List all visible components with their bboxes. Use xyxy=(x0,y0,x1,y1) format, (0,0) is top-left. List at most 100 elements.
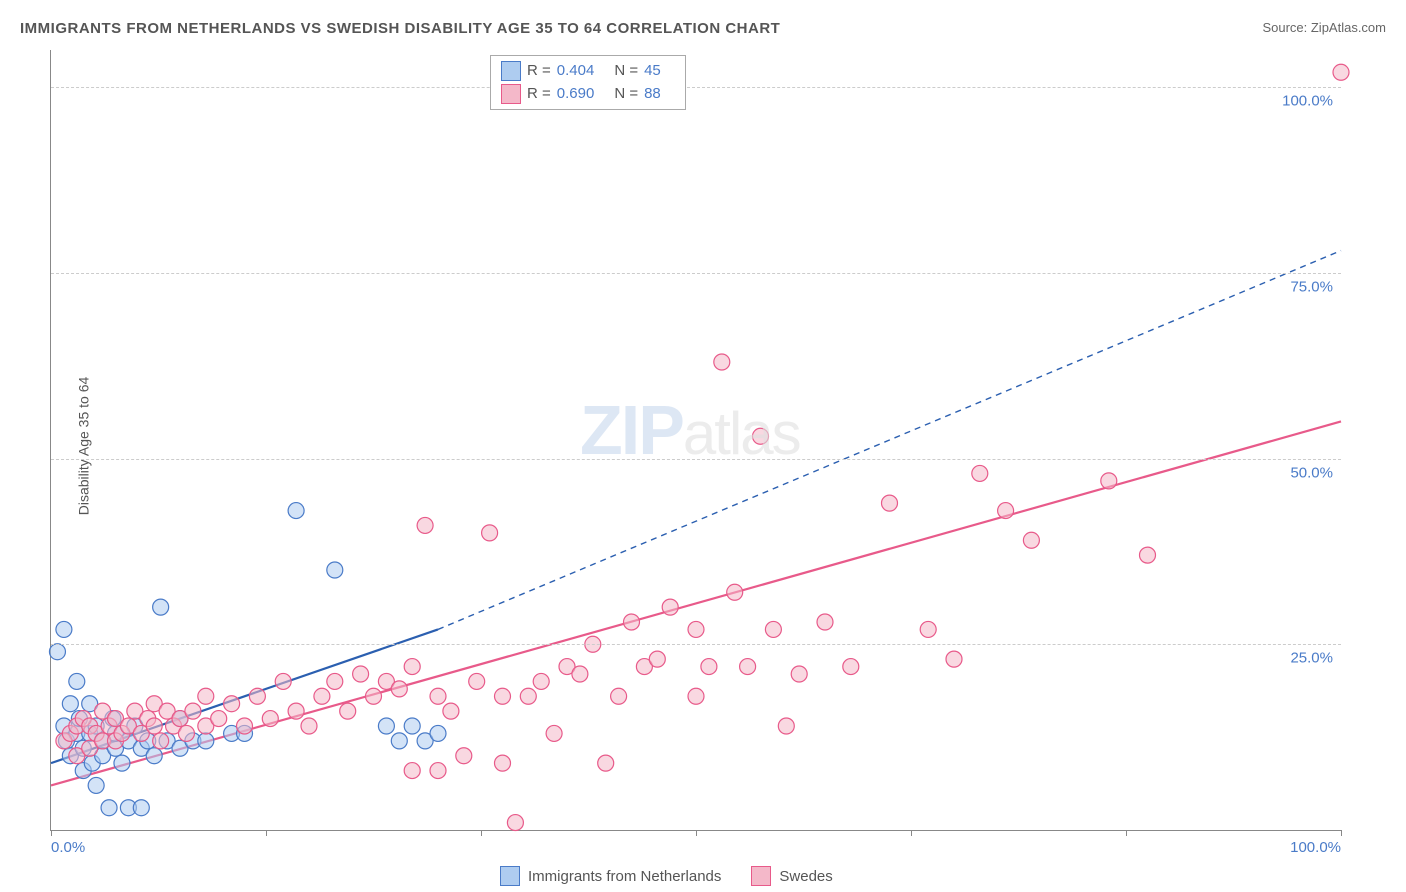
y-tick-label: 75.0% xyxy=(1290,278,1333,295)
data-point xyxy=(301,718,317,734)
data-point xyxy=(920,621,936,637)
data-point xyxy=(314,688,330,704)
data-point xyxy=(249,688,265,704)
data-point xyxy=(727,584,743,600)
data-point xyxy=(198,733,214,749)
n-label: N = xyxy=(614,83,638,106)
data-point xyxy=(224,696,240,712)
data-point xyxy=(178,725,194,741)
data-point xyxy=(443,703,459,719)
data-point xyxy=(153,733,169,749)
data-point xyxy=(688,621,704,637)
gridline xyxy=(51,87,1341,88)
data-point xyxy=(366,688,382,704)
y-tick-label: 50.0% xyxy=(1290,464,1333,481)
gridline xyxy=(51,644,1341,645)
r-label: R = xyxy=(527,60,551,83)
data-point xyxy=(327,673,343,689)
legend-item-swedes: Swedes xyxy=(751,866,832,886)
data-point xyxy=(262,711,278,727)
data-point xyxy=(611,688,627,704)
data-point xyxy=(1023,532,1039,548)
data-point xyxy=(778,718,794,734)
data-point xyxy=(662,599,678,615)
data-point xyxy=(791,666,807,682)
data-point xyxy=(546,725,562,741)
data-point xyxy=(378,718,394,734)
data-point xyxy=(391,733,407,749)
x-tick xyxy=(51,830,52,836)
series-legend: Immigrants from Netherlands Swedes xyxy=(500,866,833,886)
data-point xyxy=(404,718,420,734)
data-point xyxy=(69,673,85,689)
data-point xyxy=(533,673,549,689)
data-point xyxy=(972,465,988,481)
r-label: R = xyxy=(527,83,551,106)
data-point xyxy=(101,800,117,816)
legend-row-0: R = 0.404 N = 45 xyxy=(501,60,675,83)
data-point xyxy=(146,718,162,734)
data-point xyxy=(275,673,291,689)
data-point xyxy=(495,755,511,771)
data-point xyxy=(327,562,343,578)
data-point xyxy=(495,688,511,704)
y-tick-label: 100.0% xyxy=(1282,93,1333,110)
n-label: N = xyxy=(614,60,638,83)
data-point xyxy=(1101,473,1117,489)
x-tick xyxy=(1341,830,1342,836)
data-point xyxy=(88,777,104,793)
data-point xyxy=(114,755,130,771)
legend-item-immigrants: Immigrants from Netherlands xyxy=(500,866,721,886)
data-point xyxy=(507,815,523,831)
data-point xyxy=(353,666,369,682)
source-label: Source: xyxy=(1262,20,1310,35)
data-point xyxy=(843,659,859,675)
swatch-pink xyxy=(751,866,771,886)
y-tick-label: 25.0% xyxy=(1290,650,1333,667)
data-point xyxy=(688,688,704,704)
data-point xyxy=(185,703,201,719)
data-point xyxy=(882,495,898,511)
data-point xyxy=(598,755,614,771)
data-point xyxy=(482,525,498,541)
data-point xyxy=(520,688,536,704)
data-point xyxy=(146,748,162,764)
data-point xyxy=(404,763,420,779)
data-point xyxy=(1333,64,1349,80)
data-point xyxy=(430,688,446,704)
n-value-0: 45 xyxy=(644,60,661,83)
data-point xyxy=(701,659,717,675)
data-point xyxy=(288,503,304,519)
data-point xyxy=(946,651,962,667)
data-point xyxy=(417,517,433,533)
data-point xyxy=(430,763,446,779)
data-point xyxy=(740,659,756,675)
n-value-1: 88 xyxy=(644,83,661,106)
data-point xyxy=(753,428,769,444)
scatter-svg xyxy=(51,50,1341,830)
data-point xyxy=(153,599,169,615)
data-point xyxy=(817,614,833,630)
source-name: ZipAtlas.com xyxy=(1311,20,1386,35)
legend-label-a: Immigrants from Netherlands xyxy=(528,868,721,885)
data-point xyxy=(624,614,640,630)
x-tick xyxy=(266,830,267,836)
chart-plot-area: 25.0%50.0%75.0%100.0%0.0%100.0% xyxy=(50,50,1341,831)
gridline xyxy=(51,459,1341,460)
x-tick xyxy=(1126,830,1127,836)
swatch-blue xyxy=(500,866,520,886)
data-point xyxy=(133,800,149,816)
swatch-blue xyxy=(501,61,521,81)
chart-title: IMMIGRANTS FROM NETHERLANDS VS SWEDISH D… xyxy=(20,20,780,37)
swatch-pink xyxy=(501,84,521,104)
data-point xyxy=(1140,547,1156,563)
correlation-legend: R = 0.404 N = 45 R = 0.690 N = 88 xyxy=(490,55,686,110)
data-point xyxy=(391,681,407,697)
legend-row-1: R = 0.690 N = 88 xyxy=(501,83,675,106)
r-value-0: 0.404 xyxy=(557,60,595,83)
data-point xyxy=(211,711,227,727)
x-tick xyxy=(911,830,912,836)
data-point xyxy=(237,718,253,734)
data-point xyxy=(198,688,214,704)
legend-label-b: Swedes xyxy=(779,868,832,885)
